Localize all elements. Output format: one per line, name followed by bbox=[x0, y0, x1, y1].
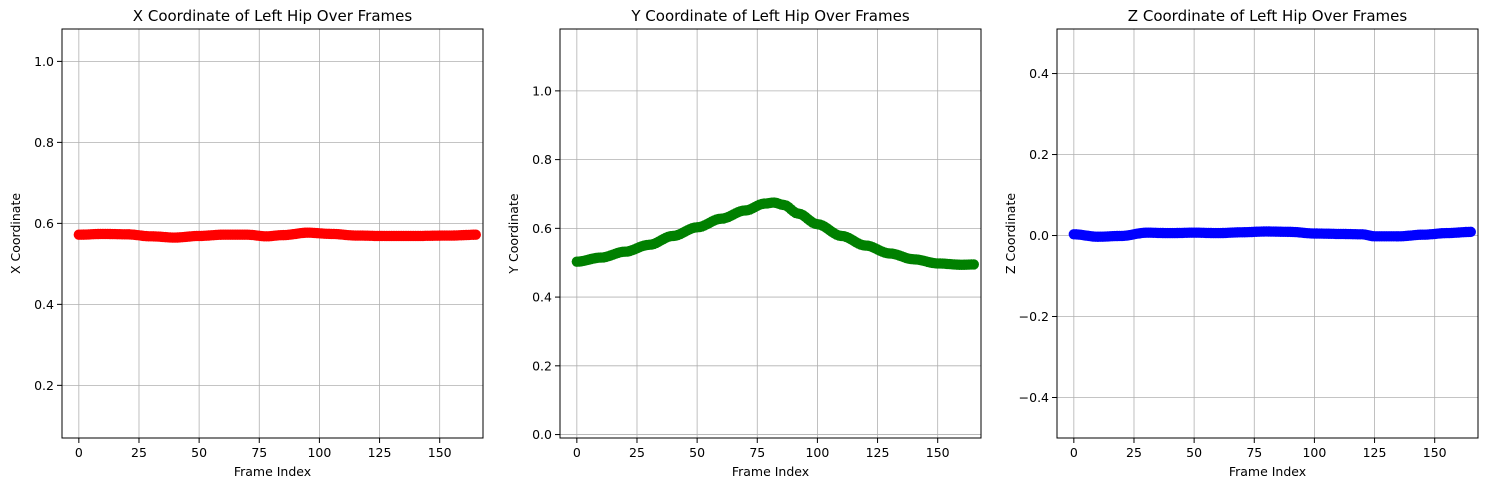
chart-title: Z Coordinate of Left Hip Over Frames bbox=[1128, 7, 1408, 25]
axes-frame bbox=[61, 28, 484, 439]
chart-panel-3: 0 25 50 75 100 125 150 −0.4 −0.2 0.0 0.2 0.4 Z Coord… bbox=[1003, 7, 1479, 479]
x-axis-label: Frame Index bbox=[234, 464, 311, 479]
y-tick-label: −0.2 bbox=[1019, 309, 1049, 324]
y-tick-label: −0.4 bbox=[1019, 390, 1049, 405]
x-tick-label: 75 bbox=[749, 445, 765, 460]
y-tick-label: 0.0 bbox=[1029, 228, 1049, 243]
axes-frame bbox=[559, 28, 982, 439]
x-tick-label: 50 bbox=[191, 445, 207, 460]
x-tick-label: 100 bbox=[805, 445, 829, 460]
y-tick-label: 0.2 bbox=[1029, 147, 1049, 162]
y-axis-label: Y Coordinate bbox=[506, 193, 521, 274]
data-point bbox=[968, 259, 979, 270]
y-tick-label: 0.4 bbox=[532, 290, 552, 305]
x-tick-label: 0 bbox=[75, 445, 83, 460]
x-tick-label: 100 bbox=[1302, 445, 1326, 460]
y-tick-label: 1.0 bbox=[532, 83, 552, 98]
x-tick-label: 25 bbox=[131, 445, 147, 460]
chart-title: Y Coordinate of Left Hip Over Frames bbox=[630, 7, 909, 25]
x-axis-label: Frame Index bbox=[732, 464, 809, 479]
x-tick-label: 25 bbox=[629, 445, 645, 460]
x-axis-label: Frame Index bbox=[1229, 464, 1306, 479]
y-tick-label: 1.0 bbox=[34, 54, 54, 69]
x-tick-label: 50 bbox=[689, 445, 705, 460]
x-tick-label: 75 bbox=[1246, 445, 1262, 460]
x-tick-label: 150 bbox=[1423, 445, 1447, 460]
data-series bbox=[73, 227, 481, 243]
y-tick-label: 0.0 bbox=[532, 427, 552, 442]
y-tick-label: 0.6 bbox=[532, 221, 552, 236]
axes-frame bbox=[1056, 28, 1479, 439]
y-axis-label: X Coordinate bbox=[8, 193, 23, 274]
y-axis-label: Z Coordinate bbox=[1003, 193, 1018, 274]
data-point bbox=[470, 229, 481, 240]
x-tick-label: 125 bbox=[1363, 445, 1387, 460]
x-tick-label: 0 bbox=[573, 445, 581, 460]
data-series bbox=[571, 197, 979, 270]
y-tick-label: 0.8 bbox=[34, 135, 54, 150]
x-tick-label: 25 bbox=[1126, 445, 1142, 460]
x-tick-label: 125 bbox=[368, 445, 392, 460]
x-tick-label: 150 bbox=[428, 445, 452, 460]
y-tick-label: 0.2 bbox=[532, 358, 552, 373]
chart-title: X Coordinate of Left Hip Over Frames bbox=[133, 7, 413, 25]
y-tick-label: 0.2 bbox=[34, 378, 54, 393]
chart-panel-2: 0 25 50 75 100 125 150 0.0 0.2 0.4 0.6 0.8 1.0 Y Coor… bbox=[506, 7, 982, 479]
y-tick-label: 0.4 bbox=[34, 297, 54, 312]
x-tick-label: 150 bbox=[926, 445, 950, 460]
data-point bbox=[1465, 226, 1476, 238]
x-tick-label: 125 bbox=[866, 445, 890, 460]
x-tick-label: 0 bbox=[1070, 445, 1078, 460]
y-tick-label: 0.6 bbox=[34, 216, 54, 231]
y-tick-label: 0.8 bbox=[532, 152, 552, 167]
x-tick-label: 100 bbox=[307, 445, 331, 460]
data-series bbox=[1068, 226, 1476, 242]
y-tick-label: 0.4 bbox=[1029, 66, 1049, 81]
x-tick-label: 75 bbox=[251, 445, 267, 460]
x-tick-label: 50 bbox=[1186, 445, 1202, 460]
chart-panel-1: 0 25 50 75 100 125 150 0.2 0.4 0.6 0.8 1.0 X Coordin… bbox=[8, 7, 484, 479]
